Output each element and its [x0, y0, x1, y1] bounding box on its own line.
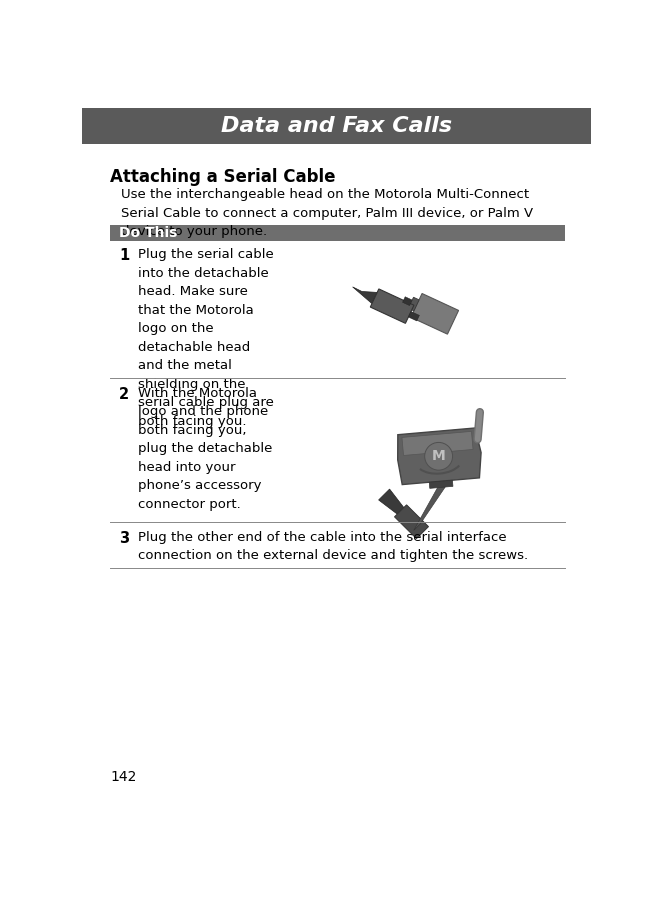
Polygon shape [403, 297, 412, 306]
Polygon shape [409, 311, 419, 321]
Text: M: M [432, 449, 445, 464]
Polygon shape [378, 489, 404, 514]
Bar [110, 226, 565, 241]
Polygon shape [353, 287, 377, 304]
Text: Data and Fax Calls: Data and Fax Calls [221, 116, 452, 136]
Text: Plug the other end of the cable into the serial interface
connection on the exte: Plug the other end of the cable into the… [138, 531, 528, 563]
Text: Plug the serial cable
into the detachable
head. Make sure
that the Motorola
logo: Plug the serial cable into the detachabl… [138, 248, 274, 428]
Polygon shape [371, 289, 414, 323]
Bar [82, 108, 591, 143]
Polygon shape [429, 480, 453, 488]
Text: With the Motorola
logo and the phone
both facing you,
plug the detachable
head i: With the Motorola logo and the phone bot… [138, 387, 272, 511]
Polygon shape [402, 431, 473, 456]
Text: 3: 3 [120, 531, 129, 546]
Text: Do This: Do This [120, 226, 177, 240]
Polygon shape [397, 428, 481, 484]
Polygon shape [411, 293, 459, 334]
Circle shape [424, 442, 453, 470]
Polygon shape [408, 297, 419, 311]
Text: Attaching a Serial Cable: Attaching a Serial Cable [110, 169, 336, 187]
Text: 142: 142 [110, 770, 137, 785]
Text: 1: 1 [120, 248, 129, 263]
Text: Use the interchangeable head on the Motorola Multi-Connect
Serial Cable to conne: Use the interchangeable head on the Moto… [121, 189, 533, 238]
Text: 2: 2 [120, 387, 129, 402]
Polygon shape [414, 487, 445, 530]
Polygon shape [394, 505, 428, 538]
